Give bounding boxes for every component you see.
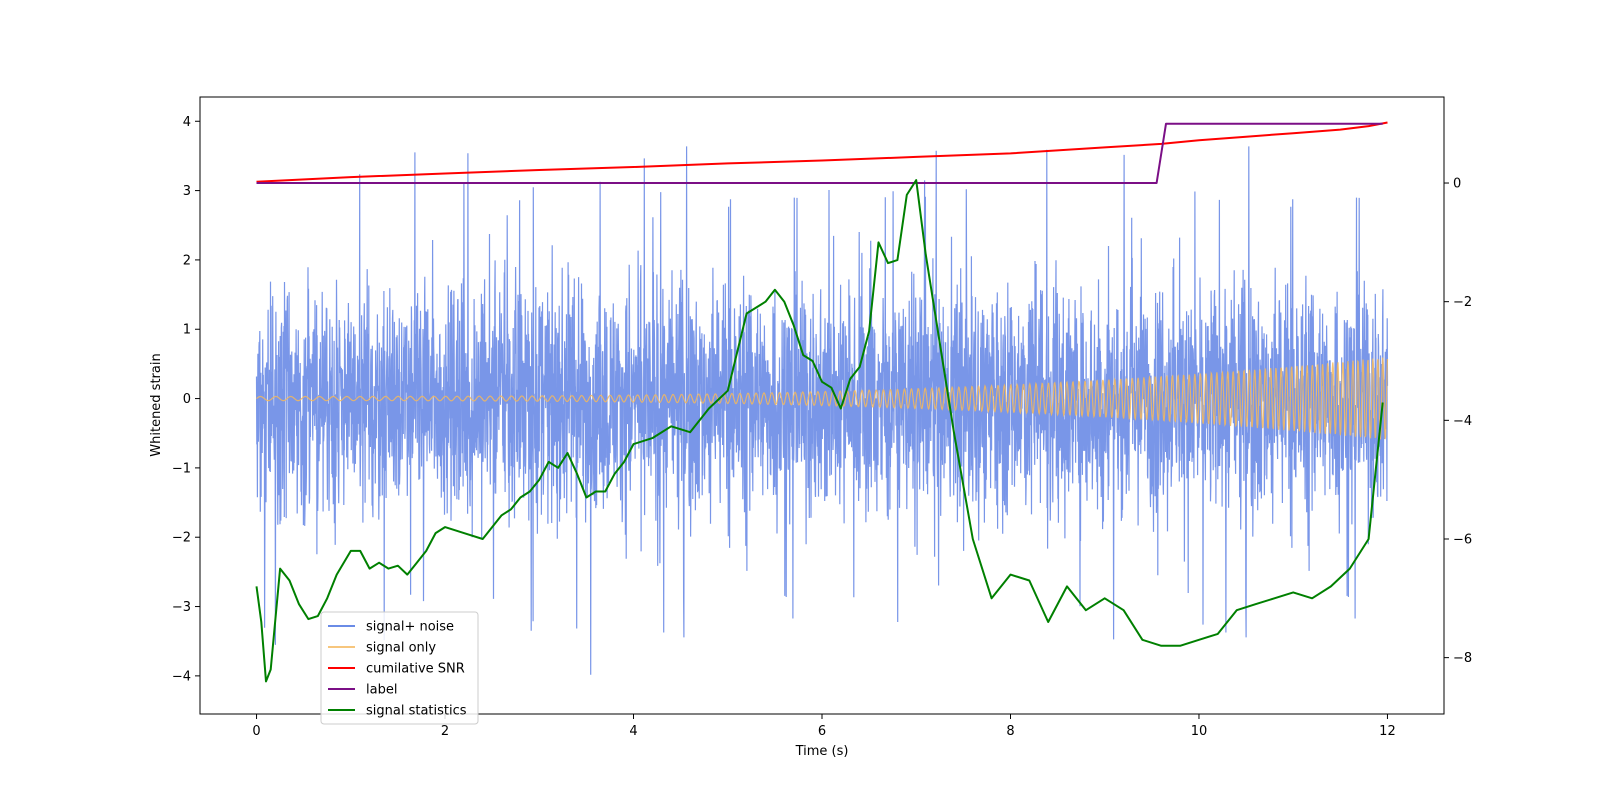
y-tick-label: −2 (172, 531, 191, 546)
y-axis-label: Whitened strain (149, 353, 164, 456)
x-axis-label: Time (s) (795, 744, 849, 759)
series-label-line (256, 122, 1383, 184)
y2-tick-label: −6 (1453, 532, 1472, 547)
x-tick-label: 0 (252, 724, 260, 739)
series-signal-only-line (256, 357, 1389, 440)
legend-label: signal+ noise (366, 620, 454, 635)
legend-box (320, 611, 479, 725)
y-tick-label: −3 (172, 600, 191, 615)
y-tick-label: 4 (183, 115, 191, 130)
legend-label: cumilative SNR (366, 662, 465, 677)
x-tick-label: 12 (1379, 724, 1396, 739)
y-tick-label: 3 (183, 184, 191, 199)
y-tick-label: −1 (172, 461, 191, 476)
y-tick-label: −4 (172, 669, 191, 684)
x-tick-label: 8 (1006, 724, 1014, 739)
series-signal-statistics-line (255, 179, 1384, 683)
x-tick-label: 4 (629, 724, 637, 739)
legend-label: label (366, 683, 397, 698)
x-tick-label: 6 (818, 724, 826, 739)
y2-tick-label: 0 (1453, 177, 1461, 192)
legend: signal+ noise signal only cumilative SNR la… (320, 611, 479, 725)
x-tick-label: 10 (1191, 724, 1208, 739)
y-tick-label: 2 (183, 253, 191, 268)
legend-items: signal+ noise signal only cumilative SNR la… (328, 620, 467, 719)
y-axis-ticks: −4 −3 −2 −1 0 1 2 3 4 (172, 115, 200, 684)
y2-axis-ticks: −8 −6 −4 −2 0 (1444, 177, 1472, 666)
y2-tick-label: −8 (1453, 651, 1472, 666)
legend-label: signal statistics (366, 704, 467, 719)
plot-area (255, 121, 1389, 683)
x-tick-label: 2 (441, 724, 449, 739)
y-tick-label: 1 (183, 323, 191, 338)
series-cumulative-snr-line (256, 121, 1388, 183)
y2-tick-label: −2 (1453, 295, 1472, 310)
legend-label: signal only (366, 641, 436, 656)
y2-tick-label: −4 (1453, 414, 1472, 429)
y-tick-label: 0 (183, 392, 191, 407)
